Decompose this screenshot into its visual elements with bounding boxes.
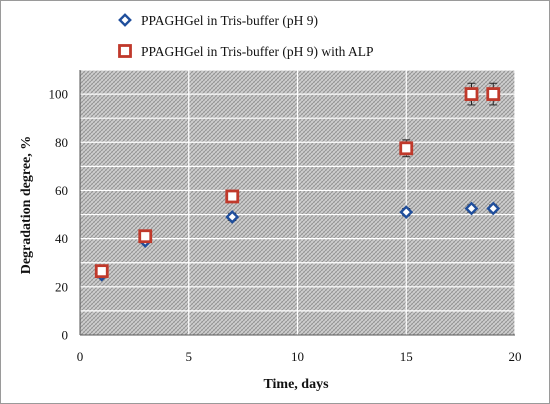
x-tick-label: 10: [291, 349, 304, 364]
data-point-square: [486, 87, 501, 101]
y-tick-label: 100: [49, 87, 69, 102]
legend-square-icon: [118, 44, 132, 58]
y-tick-label: 20: [55, 279, 68, 294]
y-tick-label: 60: [55, 183, 68, 198]
y-tick-label: 0: [62, 328, 69, 343]
axes: [79, 70, 515, 336]
data-point-square: [94, 264, 109, 279]
data-point-diamond: [399, 205, 414, 220]
x-axis-title: Time, days: [263, 377, 329, 392]
legend-label-series-1: PPAGHGel in Tris-buffer (pH 9): [141, 13, 318, 28]
grid-lines: [80, 69, 516, 335]
x-tick-label: 20: [509, 349, 522, 364]
x-tick-label: 5: [186, 349, 193, 364]
data-point-diamond: [225, 210, 240, 224]
data-series: [94, 82, 501, 282]
legend: PPAGHGel in Tris-buffer (pH 9) PPAGHGel …: [118, 13, 374, 59]
series-2: [94, 82, 501, 279]
data-point-diamond: [464, 201, 479, 216]
legend-marker-square: [118, 44, 132, 58]
tick-labels: 0 5 10 15 20 0 20 40 60 80 100: [49, 87, 522, 364]
legend-marker-diamond: [118, 13, 132, 27]
y-tick-label: 40: [55, 231, 68, 246]
data-point-square: [138, 229, 153, 244]
data-point-diamond: [486, 201, 501, 216]
data-point-square: [225, 189, 240, 204]
y-axis-title: Degradation degree, %: [19, 136, 34, 275]
x-tick-label: 15: [400, 349, 413, 364]
data-point-square: [399, 141, 414, 156]
legend-diamond-icon: [118, 13, 132, 27]
legend-label-series-2: PPAGHGel in Tris-buffer (pH 9) with ALP: [141, 44, 374, 59]
y-tick-label: 80: [55, 135, 68, 150]
data-point-square: [464, 87, 479, 101]
x-tick-label: 0: [77, 349, 84, 364]
